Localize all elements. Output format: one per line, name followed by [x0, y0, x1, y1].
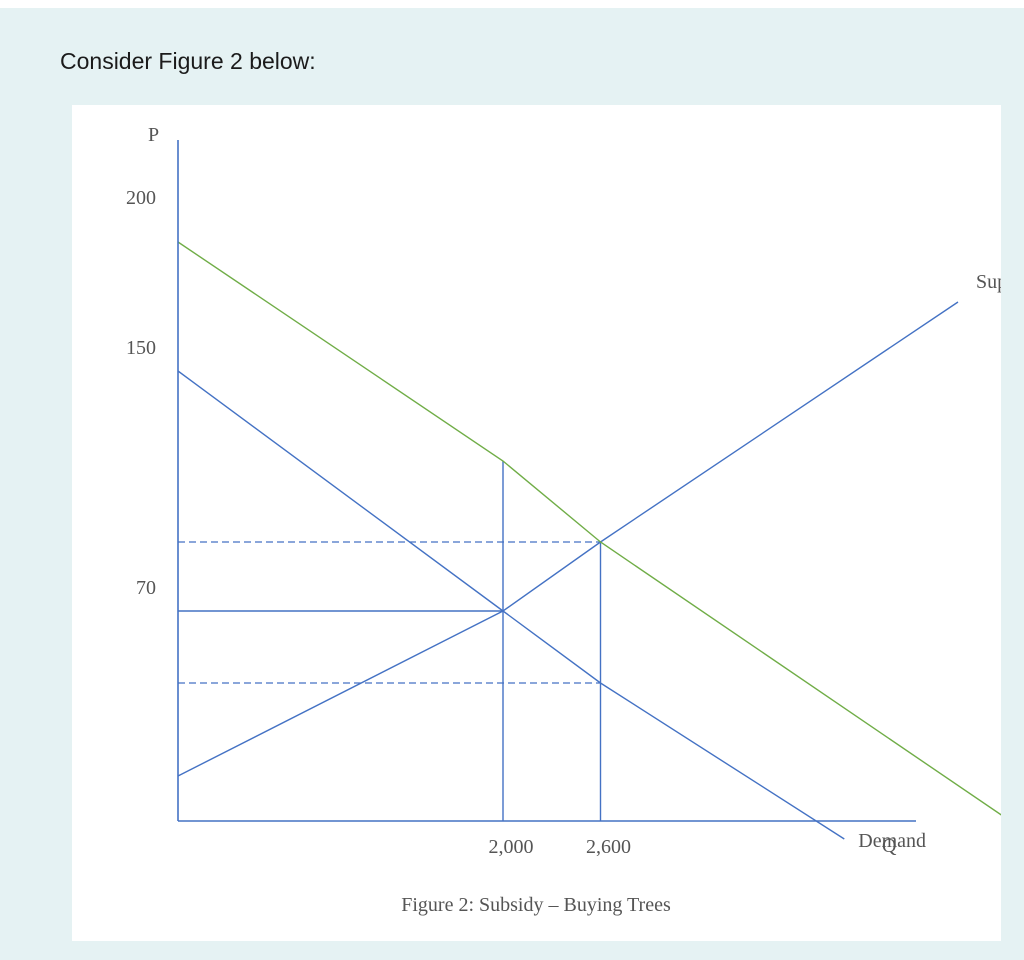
x-tick-label-2-600: 2,600	[586, 836, 631, 858]
y-tick-label-70: 70	[136, 577, 156, 599]
chart-title: Figure 2: Subsidy – Buying Trees	[401, 894, 671, 916]
series-label-demand: Demand	[858, 830, 926, 852]
series-line-demand	[177, 370, 845, 840]
y-tick-label-150: 150	[126, 337, 156, 359]
question-panel: Consider Figure 2 below: P Q 200 150 70 2,0…	[0, 8, 1024, 960]
y-axis-label: P	[148, 124, 159, 146]
x-axis-label: Q	[882, 835, 897, 857]
intro-text: Consider Figure 2 below:	[60, 48, 316, 74]
x-tick-label-2-000: 2,000	[489, 836, 534, 858]
series-label-supply: Supply	[976, 271, 1001, 293]
series-line-d-sub	[177, 241, 1001, 816]
y-tick-label-200: 200	[126, 187, 156, 209]
series-line-supply	[177, 301, 959, 777]
